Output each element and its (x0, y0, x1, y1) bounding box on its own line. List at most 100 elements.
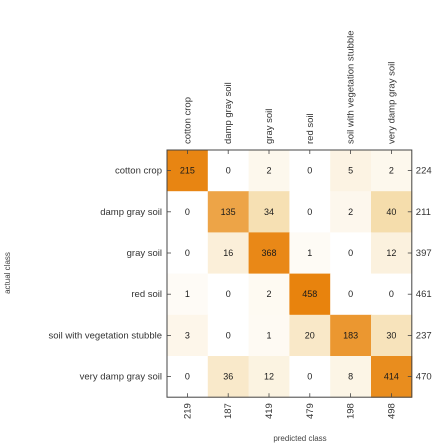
column-total: 187 (223, 403, 234, 419)
cell-value: 0 (226, 289, 231, 299)
matrix-cell (371, 232, 413, 275)
row-class-label: cotton crop (115, 166, 162, 177)
row-class-label: red soil (131, 289, 162, 300)
cell-value: 2 (348, 207, 353, 217)
matrix-cell (167, 314, 209, 357)
row-total-labels: 224 211 397 461 237 470 (416, 166, 432, 383)
matrix-cell (371, 356, 413, 398)
matrix-cell (248, 356, 290, 398)
matrix-cell (289, 191, 331, 233)
cell-value: 30 (386, 330, 396, 340)
column-class-label: cotton crop (182, 97, 193, 144)
matrix-cell (289, 150, 331, 192)
cell-value: 5 (348, 166, 353, 176)
cell-value: 0 (307, 207, 312, 217)
matrix-cell (330, 232, 372, 275)
cell-value: 2 (266, 166, 271, 176)
matrix-cell (289, 356, 331, 398)
column-total: 479 (305, 403, 316, 419)
matrix-cell (371, 273, 413, 316)
row-class-label: very damp gray soil (80, 372, 162, 383)
cell-value: 135 (221, 207, 236, 217)
y-axis-title: actual class (3, 252, 12, 294)
x-axis-title: predicted class (273, 434, 326, 443)
row-total: 237 (416, 330, 432, 341)
matrix-ticks (167, 150, 412, 398)
row-class-label: gray soil (127, 248, 162, 259)
matrix-cell (248, 314, 290, 357)
cell-value: 0 (307, 372, 312, 382)
cell-value: 0 (348, 289, 353, 299)
matrix-cell (330, 191, 372, 233)
matrix-cell (207, 232, 250, 275)
cell-value: 36 (223, 372, 233, 382)
cell-value: 1 (307, 248, 312, 258)
cell-value: 1 (266, 330, 271, 340)
column-class-label: very damp gray soil (386, 62, 397, 144)
matrix-cell (330, 273, 372, 316)
cell-value: 0 (348, 248, 353, 258)
matrix-frame (166, 149, 413, 398)
cell-value: 368 (261, 248, 276, 258)
matrix-cell (289, 232, 331, 275)
matrix-cell (207, 191, 250, 233)
column-total: 498 (386, 403, 397, 419)
matrix-cells (167, 150, 413, 398)
matrix-cell (167, 273, 209, 316)
matrix-cell (167, 356, 209, 398)
column-total-labels: 219 187 419 479 198 498 (182, 403, 397, 419)
matrix-cell (371, 191, 413, 233)
matrix-cell (330, 150, 372, 192)
column-class-label: damp gray soil (223, 82, 234, 144)
cell-value: 0 (185, 372, 190, 382)
matrix-cell (167, 191, 209, 233)
matrix-cell (371, 314, 413, 357)
cell-value: 20 (305, 330, 315, 340)
cell-value: 16 (223, 248, 233, 258)
column-class-labels: cotton crop damp gray soil gray soil red so… (182, 30, 397, 144)
cell-value: 8 (348, 372, 353, 382)
column-class-label: gray soil (264, 109, 275, 144)
matrix-cell-values: 215 0 2 0 5 20 135 34 0 2 400 16 368 1 0 121 0 2 458 0 03 0 1 2… (180, 166, 399, 382)
cell-value: 3 (185, 330, 190, 340)
matrix-cell (248, 232, 290, 275)
column-class-label: red soil (305, 113, 316, 144)
cell-value: 12 (264, 372, 274, 382)
cell-value: 414 (384, 372, 399, 382)
row-total: 470 (416, 372, 432, 383)
matrix-cell (248, 273, 290, 316)
cell-value: 2 (389, 166, 394, 176)
cell-value: 0 (185, 248, 190, 258)
row-total: 224 (416, 166, 432, 177)
matrix-cell (330, 356, 372, 398)
matrix-cell (207, 150, 250, 192)
cell-value: 0 (185, 207, 190, 217)
column-total: 419 (264, 403, 275, 419)
cell-value: 34 (264, 207, 274, 217)
matrix-cell (167, 150, 209, 192)
matrix-cell (207, 314, 250, 357)
row-total: 211 (416, 207, 431, 218)
matrix-cell (289, 314, 331, 357)
matrix-cell (207, 356, 250, 398)
matrix-cell (167, 232, 209, 275)
row-total: 461 (416, 289, 432, 300)
column-class-label: soil with vegetation stubble (346, 30, 357, 144)
matrix-cell (207, 273, 250, 316)
matrix-cell (289, 273, 331, 316)
cell-value: 2 (266, 289, 271, 299)
cell-value: 0 (389, 289, 394, 299)
matrix-cell (248, 191, 290, 233)
matrix-cell (371, 150, 413, 192)
cell-value: 40 (386, 207, 396, 217)
matrix-cell (248, 150, 290, 192)
row-class-label: soil with vegetation stubble (48, 330, 162, 341)
cell-value: 1 (185, 289, 190, 299)
cell-value: 12 (386, 248, 396, 258)
cell-value: 215 (180, 166, 195, 176)
column-total: 198 (346, 403, 357, 419)
cell-value: 0 (226, 166, 231, 176)
row-total: 397 (416, 248, 432, 259)
matrix-cell (330, 314, 372, 357)
